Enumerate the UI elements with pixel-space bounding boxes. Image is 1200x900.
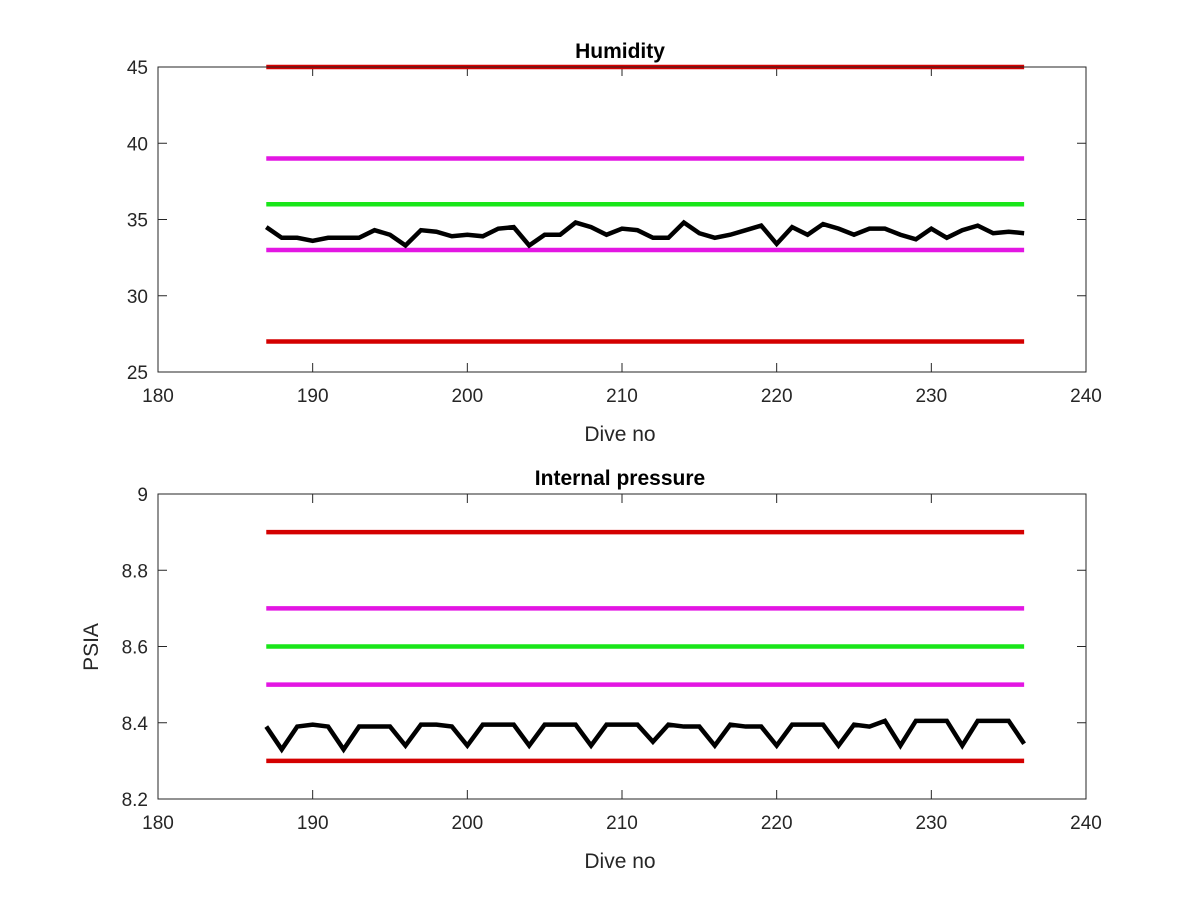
y-tick-label: 35 bbox=[127, 211, 148, 232]
humidity-chart: Humidity Dive no 180 190 200 210 220 230 240 2… bbox=[127, 40, 1102, 446]
y-tick-label: 45 bbox=[127, 58, 148, 79]
internal-pressure-chart: Internal pressure Dive no PSIA 180 190 200… bbox=[80, 467, 1102, 873]
chart-title: Humidity bbox=[575, 40, 665, 63]
x-tick-labels: 180 190 200 210 220 230 240 bbox=[142, 494, 1102, 834]
y-tick-label: 9 bbox=[137, 485, 148, 506]
x-tick-label: 220 bbox=[761, 813, 793, 834]
x-tick-label: 180 bbox=[142, 386, 174, 407]
plot-area bbox=[264, 529, 1026, 764]
y-tick-label: 40 bbox=[127, 134, 148, 155]
x-tick-label: 210 bbox=[606, 813, 638, 834]
data-series-line bbox=[264, 219, 1025, 249]
x-tick-label: 240 bbox=[1070, 813, 1102, 834]
x-tick-label: 190 bbox=[297, 813, 329, 834]
x-tick-label: 230 bbox=[915, 386, 947, 407]
y-tick-label: 8.6 bbox=[122, 638, 148, 659]
x-tick-label: 190 bbox=[297, 386, 329, 407]
y-tick-label: 30 bbox=[127, 287, 148, 308]
x-tick-label: 180 bbox=[142, 813, 174, 834]
axes-frame bbox=[157, 66, 1087, 373]
x-tick-label: 200 bbox=[451, 386, 483, 407]
x-tick-label: 200 bbox=[451, 813, 483, 834]
x-tick-label: 220 bbox=[761, 386, 793, 407]
y-tick-label: 8.4 bbox=[122, 714, 149, 735]
x-tick-label: 240 bbox=[1070, 386, 1102, 407]
y-tick-label: 25 bbox=[127, 363, 148, 384]
chart-title: Internal pressure bbox=[535, 467, 705, 490]
x-axis-label: Dive no bbox=[584, 423, 655, 446]
y-tick-label: 8.8 bbox=[122, 561, 148, 582]
x-tick-label: 210 bbox=[606, 386, 638, 407]
y-tick-labels: 8.2 8.4 8.6 8.8 9 bbox=[122, 485, 1086, 811]
y-tick-labels: 25 30 35 40 45 bbox=[127, 58, 1086, 384]
axes-frame bbox=[157, 493, 1087, 800]
data-series-line bbox=[264, 718, 1026, 754]
x-tick-label: 230 bbox=[915, 813, 947, 834]
x-axis-label: Dive no bbox=[584, 850, 655, 873]
y-axis-label: PSIA bbox=[80, 623, 103, 671]
y-tick-label: 8.2 bbox=[122, 790, 148, 811]
